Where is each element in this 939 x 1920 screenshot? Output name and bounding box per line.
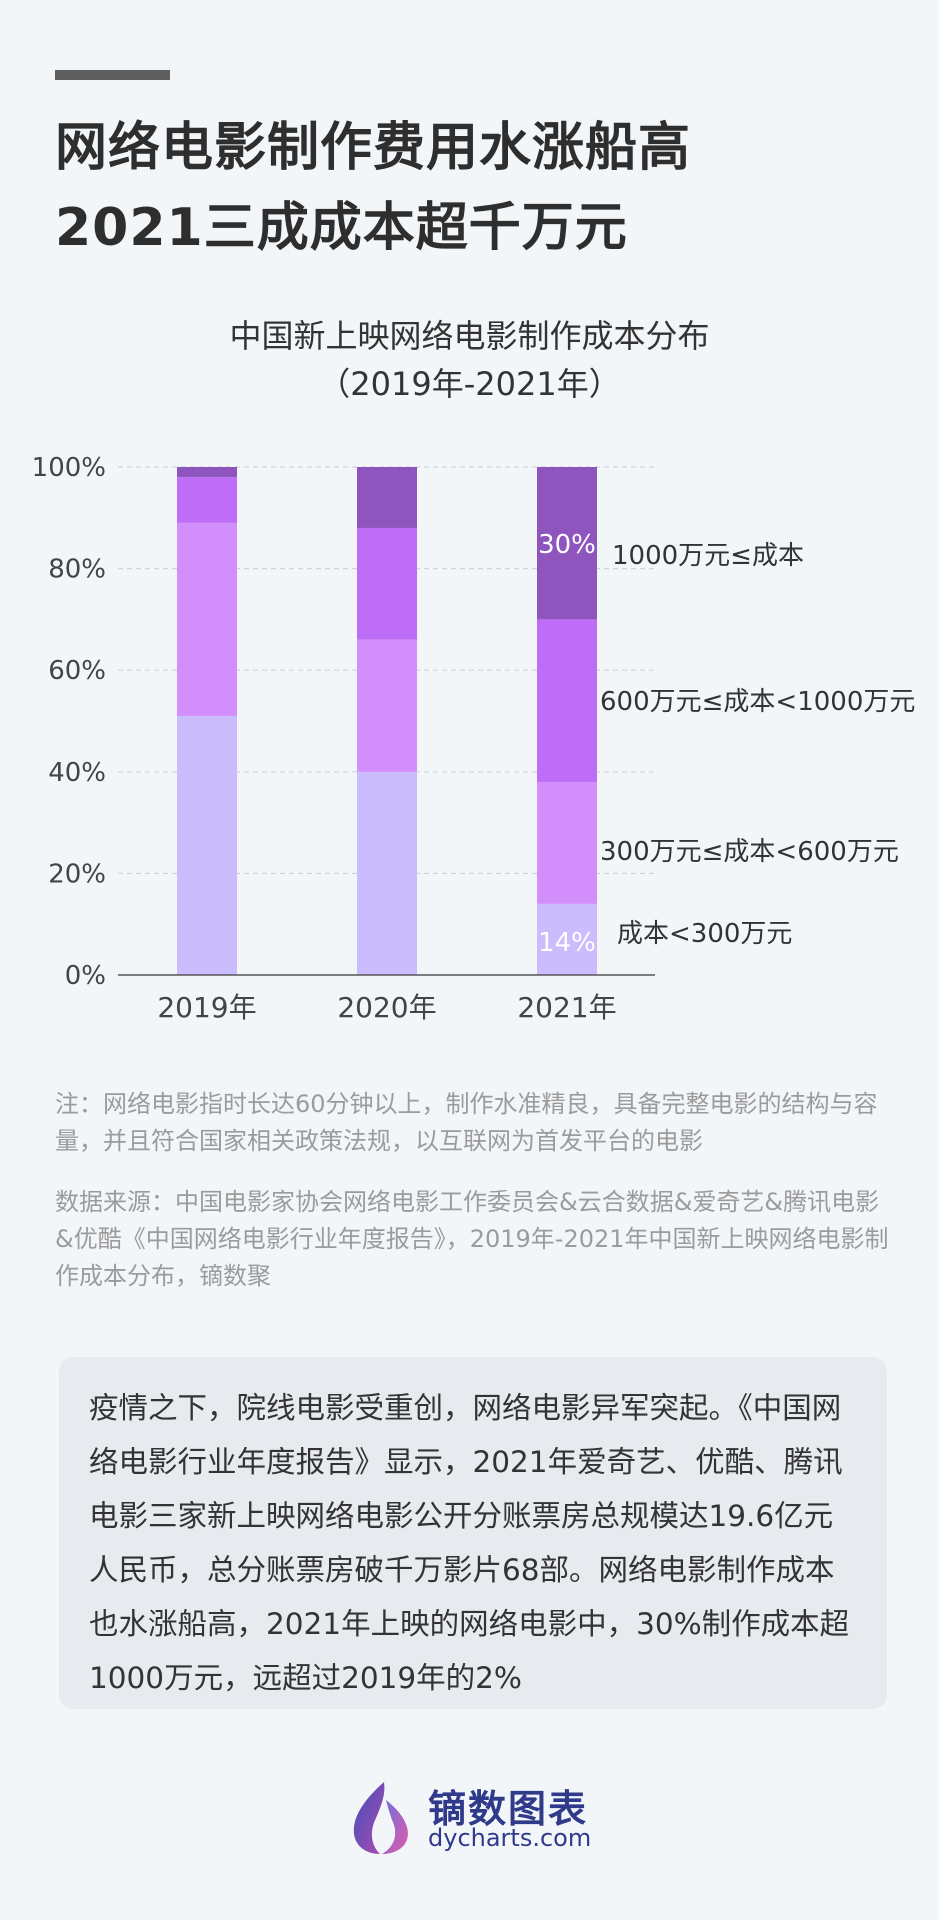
flame-logo-icon — [353, 1782, 408, 1854]
series-label: 成本<300万元 — [617, 919, 792, 949]
headline-line-1: 网络电影制作费用水涨船高 — [55, 118, 692, 178]
y-tick-label: 0% — [65, 961, 106, 991]
chart-title-block: 中国新上映网络电影制作成本分布 （2019年-2021年） — [0, 312, 939, 408]
chart-subtitle: （2019年-2021年） — [318, 365, 621, 403]
chart-source: 数据来源：中国电影家协会网络电影工作委员会&云合数据&爱奇艺&腾讯电影&优酷《中… — [55, 1188, 889, 1290]
headline-line-2: 2021三成成本超千万元 — [55, 198, 628, 258]
bar-segment — [537, 903, 597, 975]
y-tick-label: 40% — [48, 758, 106, 788]
bar-segment — [357, 639, 417, 772]
data-label: 14% — [538, 928, 596, 958]
y-tick-label: 100% — [32, 453, 106, 483]
bar-segment — [537, 619, 597, 782]
summary-box: 疫情之下，院线电影受重创，网络电影异军突起。《中国网络电影行业年度报告》显示，2… — [59, 1357, 887, 1709]
bar-segment — [177, 522, 237, 716]
bar-segment — [177, 715, 237, 975]
chart-note: 注：网络电影指时长达60分钟以上，制作水准精良，具备完整电影的结构与容量，并且符… — [55, 1090, 878, 1155]
brand-name: 镝数图表 — [428, 1786, 589, 1831]
y-tick-label: 20% — [48, 859, 106, 889]
stacked-bar-chart: 0% 20% 40% 60% 80% 100% 2019年 2020年 2021年 30% 14% 成… — [32, 453, 916, 1020]
page-headline: 网络电影制作费用水涨船高 2021三成成本超千万元 — [55, 108, 691, 268]
summary-text: 疫情之下，院线电影受重创，网络电影异军突起。《中国网络电影行业年度报告》显示，2… — [89, 1391, 850, 1695]
bar-segment — [357, 527, 417, 640]
x-tick-label: 2020年 — [337, 991, 436, 1020]
title-accent-bar — [55, 70, 170, 80]
data-label: 30% — [538, 530, 596, 560]
bar-segment — [357, 467, 417, 528]
brand-footer: 镝数图表 dycharts.com — [346, 1778, 606, 1858]
chart-notes: 注：网络电影指时长达60分钟以上，制作水准精良，具备完整电影的结构与容量，并且符… — [55, 1062, 895, 1319]
chart-title: 中国新上映网络电影制作成本分布 — [229, 317, 710, 355]
y-tick-label: 60% — [48, 656, 106, 686]
bar-segment — [537, 467, 597, 620]
bar-segment — [177, 477, 237, 523]
y-tick-label: 80% — [48, 555, 106, 585]
series-label: 300万元≤成本<600万元 — [600, 837, 899, 867]
brand-url: dycharts.com — [428, 1824, 592, 1852]
series-label: 600万元≤成本<1000万元 — [600, 687, 915, 717]
x-tick-label: 2021年 — [517, 991, 616, 1020]
bar-segment — [537, 781, 597, 904]
series-label: 1000万元≤成本 — [612, 541, 804, 571]
x-tick-label: 2019年 — [157, 991, 256, 1020]
bar-segment — [357, 771, 417, 975]
bar-segment — [177, 467, 237, 478]
